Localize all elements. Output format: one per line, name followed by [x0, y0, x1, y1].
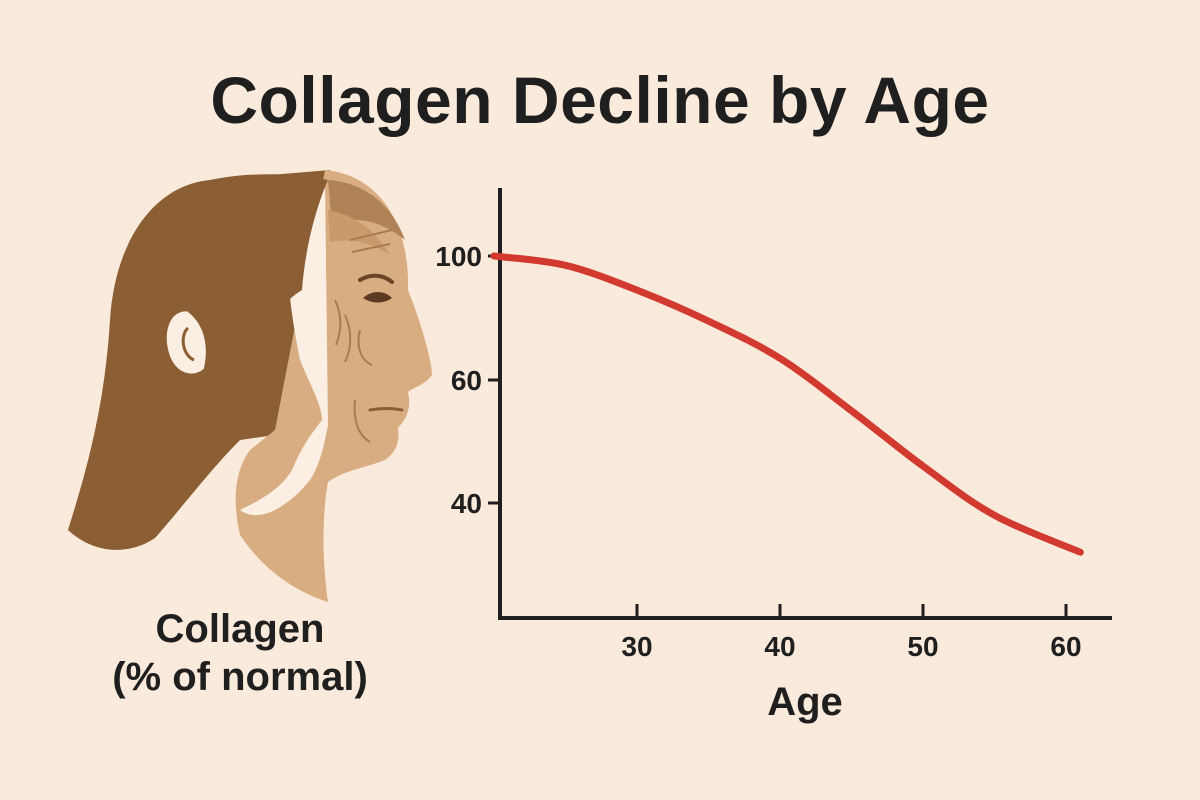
- x-tick-label: 60: [1050, 631, 1081, 662]
- collagen-series-line: [490, 252, 1084, 556]
- x-tick-label: 30: [621, 631, 652, 662]
- woman-profile-young-and-old-icon: [68, 170, 432, 602]
- y-axis-label-line-1: Collagen: [155, 607, 325, 651]
- y-axis-label-line-2: (% of normal): [112, 655, 368, 699]
- y-tick-label: 100: [435, 241, 482, 272]
- x-axis-label: Age: [767, 680, 843, 724]
- series: [490, 252, 1084, 556]
- x-tick-label: 50: [907, 631, 938, 662]
- axes: [498, 188, 1112, 620]
- chart-title: Collagen Decline by Age: [210, 63, 990, 137]
- x-tick-label: 40: [764, 631, 795, 662]
- y-axis-label: Collagen (% of normal): [60, 605, 420, 701]
- y-tick-label: 40: [451, 488, 482, 519]
- y-tick-label: 60: [451, 365, 482, 396]
- ticks: 30 40 50 60 100 60 40: [435, 241, 1081, 662]
